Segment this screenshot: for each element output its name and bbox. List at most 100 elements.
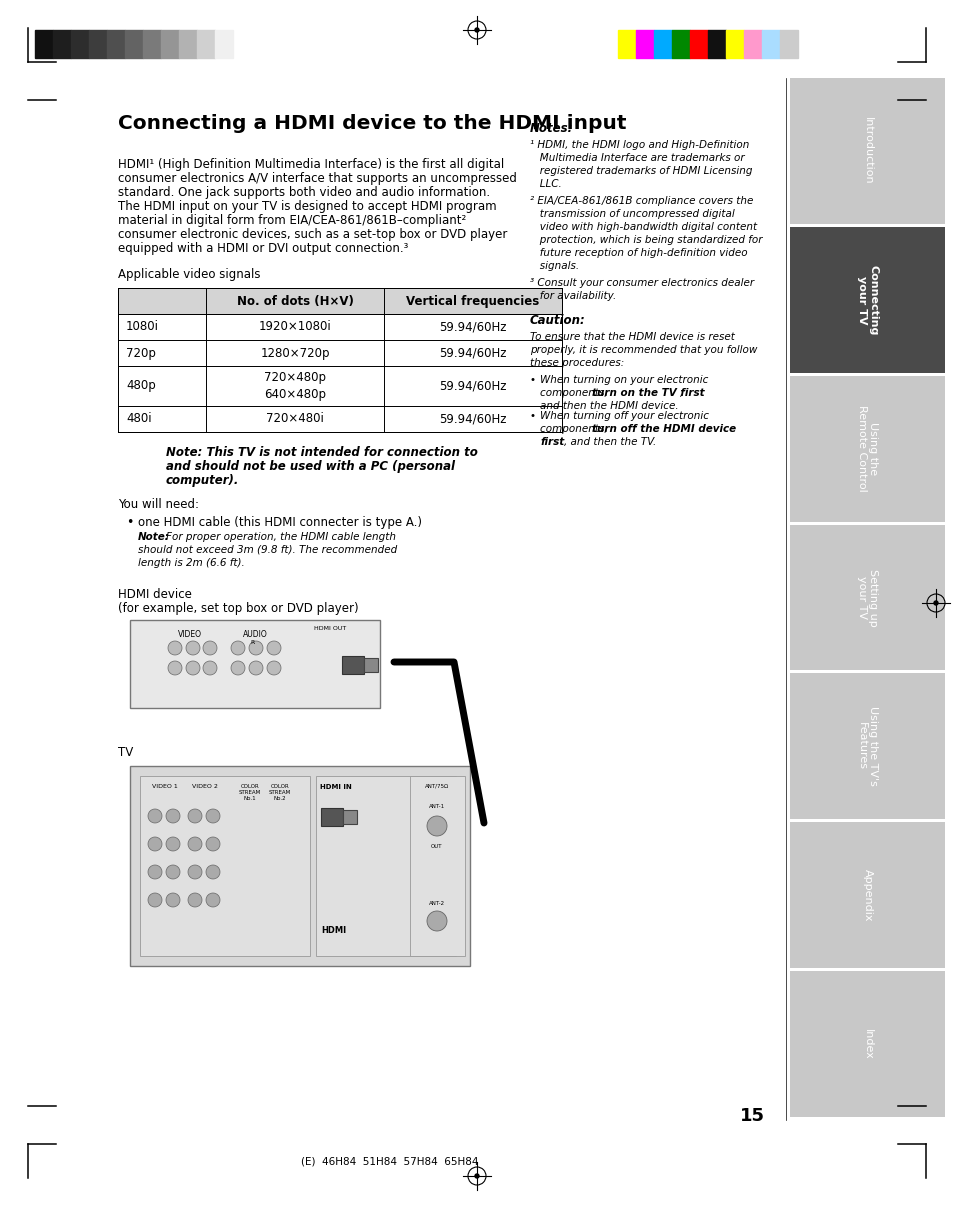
Bar (789, 227, 944, 373)
Bar (789, 78, 944, 224)
Text: Applicable video signals: Applicable video signals (118, 268, 260, 281)
Bar (140, 775, 310, 956)
Circle shape (188, 865, 202, 879)
Text: (E)  46H84  51H84  57H84  65H84: (E) 46H84 51H84 57H84 65H84 (301, 1157, 478, 1166)
Circle shape (231, 661, 245, 675)
Text: 720×480i: 720×480i (266, 412, 324, 426)
Circle shape (168, 661, 182, 675)
Bar (320, 808, 343, 826)
Text: ³ Consult your consumer electronics dealer: ³ Consult your consumer electronics deal… (530, 279, 753, 288)
Text: for availability.: for availability. (530, 291, 616, 302)
Circle shape (267, 642, 281, 655)
Text: computer).: computer). (166, 474, 239, 487)
Bar (71, 30, 89, 58)
Bar (118, 314, 561, 340)
Text: Caution:: Caution: (530, 314, 585, 327)
Text: VIDEO 1: VIDEO 1 (152, 784, 177, 789)
Bar (315, 775, 456, 956)
Text: VIDEO: VIDEO (178, 630, 202, 639)
Bar (618, 30, 636, 58)
Text: 15: 15 (739, 1107, 763, 1125)
Bar (789, 673, 944, 819)
Bar (161, 30, 179, 58)
Bar (789, 376, 944, 521)
Text: COLOR
STREAM
No.2: COLOR STREAM No.2 (269, 784, 291, 801)
Text: ANT-1: ANT-1 (429, 804, 445, 809)
Circle shape (188, 892, 202, 907)
Bar (789, 822, 944, 968)
Circle shape (203, 661, 216, 675)
Bar (671, 30, 689, 58)
Circle shape (148, 865, 162, 879)
Bar (343, 810, 356, 824)
Text: AUDIO: AUDIO (242, 630, 267, 639)
Circle shape (203, 642, 216, 655)
Text: and should not be used with a PC (personal: and should not be used with a PC (person… (166, 459, 455, 473)
Circle shape (249, 661, 263, 675)
Text: consumer electronics A/V interface that supports an uncompressed: consumer electronics A/V interface that … (118, 172, 517, 185)
Text: 480p: 480p (126, 380, 155, 392)
Text: these procedures:: these procedures: (530, 358, 623, 368)
Text: 1920×1080i: 1920×1080i (258, 321, 331, 334)
Text: HDMI device: HDMI device (118, 589, 192, 601)
Text: equipped with a HDMI or DVI output connection.³: equipped with a HDMI or DVI output conne… (118, 242, 408, 254)
Text: When turning off your electronic: When turning off your electronic (539, 411, 708, 421)
Text: No. of dots (H×V): No. of dots (H×V) (236, 294, 353, 308)
Text: 59.94/60Hz: 59.94/60Hz (438, 380, 506, 392)
Bar (780, 30, 797, 58)
Text: 1080i: 1080i (126, 321, 159, 334)
Text: Multimedia Interface are trademarks or: Multimedia Interface are trademarks or (530, 153, 744, 163)
Circle shape (166, 865, 180, 879)
Text: •: • (530, 411, 536, 421)
Text: , and then the TV.: , and then the TV. (563, 437, 656, 447)
Text: The HDMI input on your TV is designed to accept HDMI program: The HDMI input on your TV is designed to… (118, 200, 497, 213)
Text: Connecting a HDMI device to the HDMI input: Connecting a HDMI device to the HDMI inp… (118, 115, 626, 133)
Circle shape (427, 816, 447, 836)
Bar (364, 658, 377, 672)
Text: Using the
Remote Control: Using the Remote Control (856, 405, 878, 492)
Bar (179, 30, 196, 58)
Text: Using the TV's
Features: Using the TV's Features (856, 707, 878, 786)
Circle shape (475, 1173, 478, 1178)
Bar (341, 656, 364, 674)
Text: Connecting
your TV: Connecting your TV (856, 264, 878, 335)
Text: Index: Index (862, 1029, 872, 1059)
Circle shape (427, 911, 447, 931)
Text: Note:: Note: (138, 532, 170, 541)
Text: You will need:: You will need: (118, 498, 199, 511)
Circle shape (267, 661, 281, 675)
Text: To ensure that the HDMI device is reset: To ensure that the HDMI device is reset (530, 332, 734, 343)
Text: video with high-bandwidth digital content: video with high-bandwidth digital conten… (530, 222, 757, 232)
Bar (636, 30, 654, 58)
Circle shape (166, 892, 180, 907)
Circle shape (186, 642, 200, 655)
Text: Notes:: Notes: (530, 122, 573, 135)
Bar (35, 30, 53, 58)
Bar (118, 340, 561, 365)
Text: 59.94/60Hz: 59.94/60Hz (438, 412, 506, 426)
Text: 720×480p
640×480p: 720×480p 640×480p (264, 371, 326, 400)
Text: future reception of high-definition video: future reception of high-definition vide… (530, 248, 747, 258)
Text: (for example, set top box or DVD player): (for example, set top box or DVD player) (118, 602, 358, 615)
Text: •: • (530, 375, 536, 385)
Circle shape (148, 809, 162, 822)
Text: should not exceed 3m (9.8 ft). The recommended: should not exceed 3m (9.8 ft). The recom… (138, 545, 396, 555)
Circle shape (148, 837, 162, 851)
Circle shape (148, 892, 162, 907)
Text: turn off the HDMI device: turn off the HDMI device (592, 425, 736, 434)
Text: registered trademarks of HDMI Licensing: registered trademarks of HDMI Licensing (530, 166, 752, 176)
Text: When turning on your electronic: When turning on your electronic (539, 375, 708, 385)
Text: consumer electronic devices, such as a set-top box or DVD player: consumer electronic devices, such as a s… (118, 228, 507, 241)
Circle shape (206, 892, 220, 907)
Bar (130, 766, 470, 966)
Text: HDMI IN: HDMI IN (320, 784, 352, 790)
Circle shape (186, 661, 200, 675)
Text: protection, which is being standardized for: protection, which is being standardized … (530, 235, 761, 245)
Text: components,: components, (539, 388, 610, 398)
Bar (789, 971, 944, 1117)
Circle shape (933, 601, 937, 605)
Circle shape (166, 837, 180, 851)
Text: For proper operation, the HDMI cable length: For proper operation, the HDMI cable len… (166, 532, 395, 541)
Text: 1280×720p: 1280×720p (260, 346, 330, 359)
Bar (214, 30, 233, 58)
